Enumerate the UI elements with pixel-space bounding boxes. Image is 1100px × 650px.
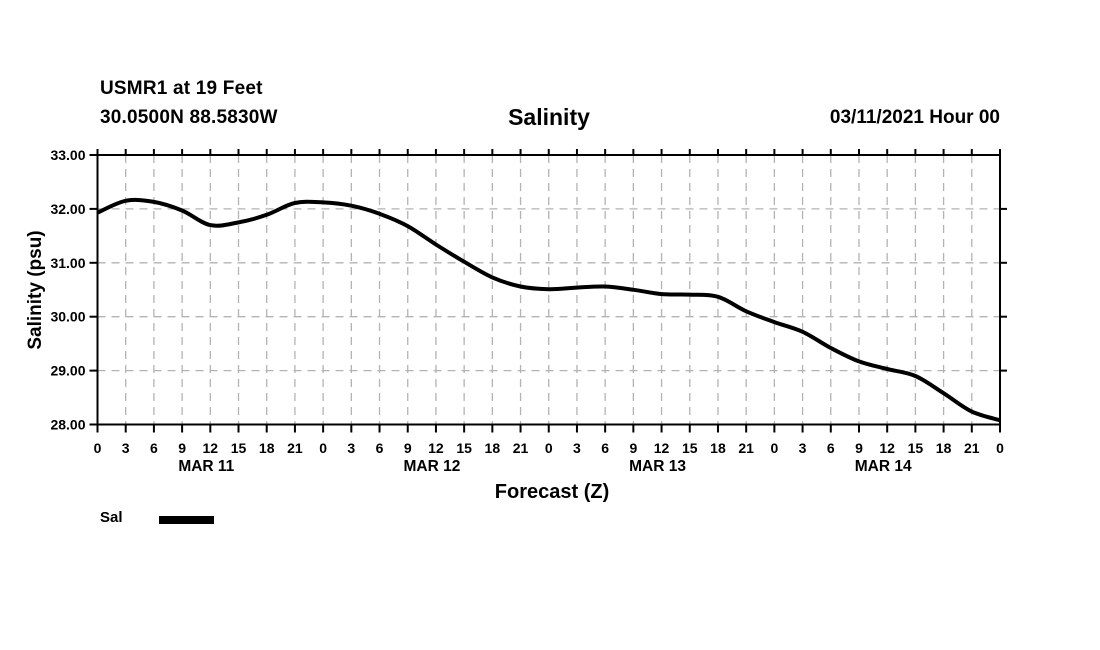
x-tick-label: 18 <box>485 440 501 456</box>
x-day-label: MAR 12 <box>404 458 461 475</box>
x-axis-title: Forecast (Z) <box>494 481 610 503</box>
x-day-label: MAR 14 <box>855 458 912 475</box>
x-tick-label: 18 <box>936 440 952 456</box>
y-tick-label: 33.00 <box>50 147 85 163</box>
x-tick-label: 21 <box>738 440 754 456</box>
forecast-datetime-label: 03/11/2021 Hour 00 <box>829 107 1000 128</box>
x-tick-label: 0 <box>319 440 327 456</box>
x-tick-label: 6 <box>376 440 384 456</box>
x-tick-label: 12 <box>428 440 444 456</box>
y-tick-label: 28.00 <box>50 417 85 433</box>
x-tick-label: 15 <box>456 440 472 456</box>
x-tick-label: 0 <box>545 440 553 456</box>
x-tick-label: 21 <box>513 440 529 456</box>
x-tick-label: 9 <box>629 440 637 456</box>
y-tick-label: 29.00 <box>50 363 85 379</box>
x-tick-label: 12 <box>654 440 670 456</box>
x-tick-label: 12 <box>879 440 895 456</box>
x-tick-label: 15 <box>231 440 247 456</box>
x-tick-label: 3 <box>799 440 807 456</box>
station-coordinates-label: 30.0500N 88.5830W <box>100 107 278 128</box>
x-tick-label: 21 <box>964 440 980 456</box>
x-tick-label: 6 <box>827 440 835 456</box>
x-tick-label: 9 <box>855 440 863 456</box>
x-tick-label: 0 <box>996 440 1004 456</box>
x-tick-label: 15 <box>908 440 924 456</box>
legend-series-label: Sal <box>100 509 123 526</box>
x-day-label: MAR 13 <box>629 458 686 475</box>
station-name-label: USMR1 at 19 Feet <box>100 78 263 99</box>
legend-line-swatch <box>159 516 214 524</box>
x-tick-label: 12 <box>203 440 219 456</box>
x-day-label: MAR 11 <box>178 458 234 475</box>
x-tick-label: 6 <box>150 440 158 456</box>
x-tick-label: 21 <box>287 440 303 456</box>
x-tick-label: 9 <box>178 440 186 456</box>
x-tick-label: 0 <box>94 440 102 456</box>
salinity-series-line <box>96 197 1001 423</box>
x-tick-label: 3 <box>573 440 581 456</box>
y-tick-label: 30.00 <box>50 309 85 325</box>
x-tick-label: 15 <box>682 440 698 456</box>
x-tick-label: 0 <box>770 440 778 456</box>
x-tick-label: 3 <box>122 440 130 456</box>
chart-title: Salinity <box>508 104 590 130</box>
x-tick-label: 18 <box>259 440 275 456</box>
x-tick-label: 18 <box>710 440 726 456</box>
x-tick-label: 6 <box>601 440 609 456</box>
x-tick-label: 9 <box>404 440 412 456</box>
y-tick-label: 32.00 <box>50 201 85 217</box>
y-tick-label: 31.00 <box>50 255 85 271</box>
x-tick-label: 3 <box>347 440 355 456</box>
